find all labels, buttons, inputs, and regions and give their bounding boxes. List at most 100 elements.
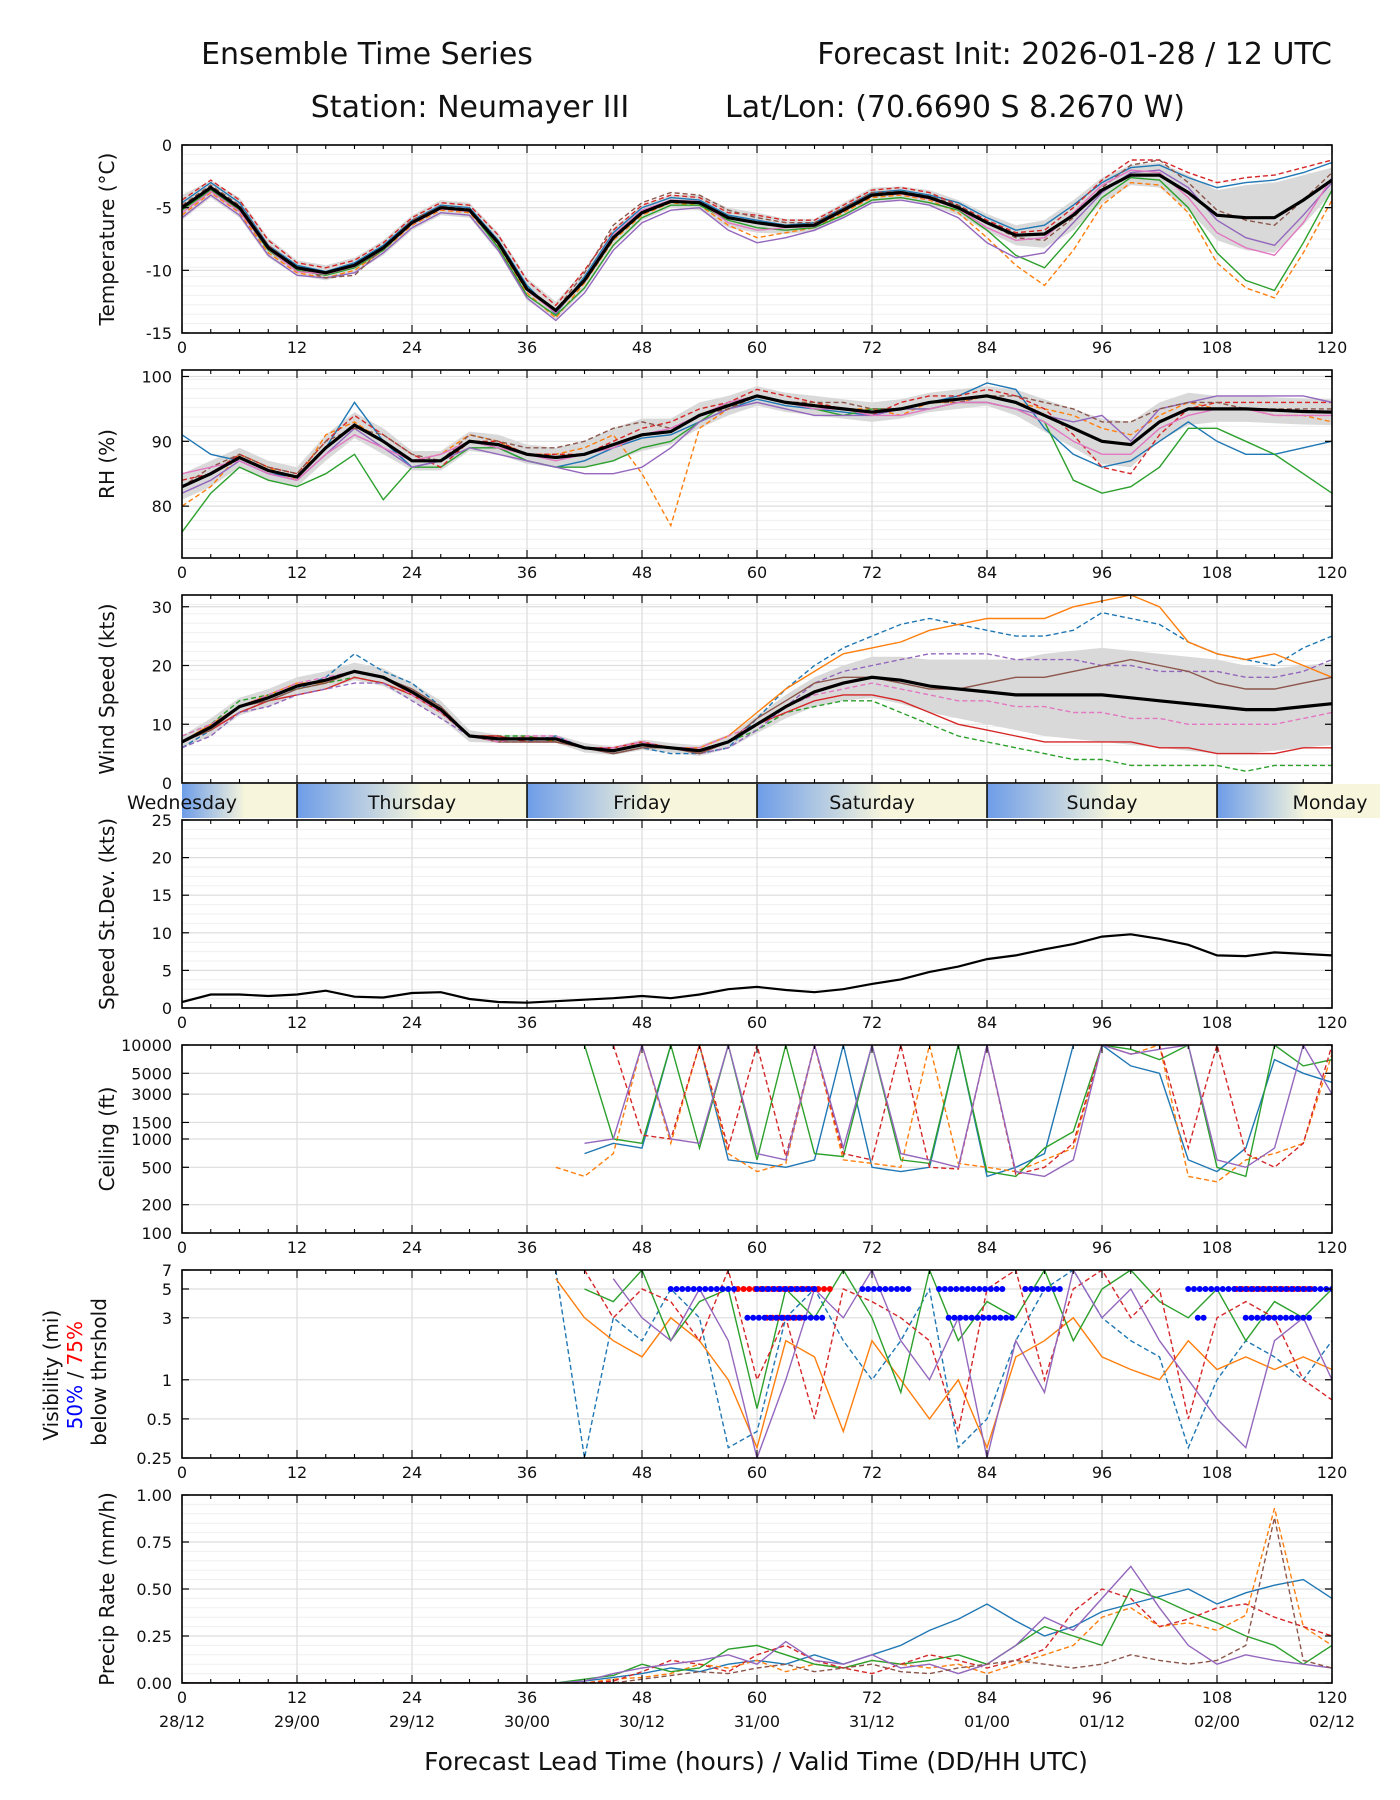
p50-threshold-dot <box>1225 1285 1232 1292</box>
x-tick-label: 12 <box>287 1013 307 1032</box>
station-name: Station: Neumayer III <box>311 90 629 125</box>
p50-threshold-dot <box>1300 1314 1307 1321</box>
y-tick-label: 5000 <box>131 1064 172 1083</box>
p50-threshold-dot <box>778 1314 785 1321</box>
valid-time-label: 29/12 <box>389 1712 435 1731</box>
plot-area-precip <box>182 1508 1332 1683</box>
x-tick-label: 48 <box>632 1463 652 1482</box>
x-tick-label: 96 <box>1092 1463 1112 1482</box>
p50-threshold-dot <box>964 1285 971 1292</box>
p50-threshold-dot <box>991 1314 998 1321</box>
p50-threshold-dot <box>888 1285 895 1292</box>
p50-threshold-dot <box>1191 1285 1197 1292</box>
p50-threshold-dot <box>1306 1314 1312 1321</box>
p50-threshold-dot <box>936 1285 943 1292</box>
p50-threshold-dot <box>819 1314 826 1321</box>
p50-threshold-dot <box>1260 1314 1266 1321</box>
x-tick-label: 24 <box>402 563 422 582</box>
p50-threshold-dot <box>870 1285 877 1292</box>
p75-threshold-dot <box>826 1285 833 1292</box>
x-tick-label: 0 <box>177 1688 187 1707</box>
member-line <box>182 611 1332 755</box>
weekday-label: Friday <box>613 792 671 814</box>
p50-threshold-dot <box>1288 1314 1295 1321</box>
x-tick-label: 24 <box>402 1013 422 1032</box>
p50-threshold-dot <box>773 1314 780 1321</box>
member-line <box>555 1270 1332 1458</box>
p50-threshold-dot <box>667 1285 674 1292</box>
p50-threshold-dot <box>1294 1285 1301 1292</box>
p50-threshold-dot <box>1283 1314 1289 1321</box>
x-tick-label: 120 <box>1317 1463 1348 1482</box>
p50-threshold-dot <box>1265 1285 1272 1292</box>
y-tick-label: 200 <box>141 1196 172 1215</box>
x-tick-label: 24 <box>402 338 422 357</box>
weekday-label: Sunday <box>1066 792 1137 814</box>
member-line <box>182 676 1332 773</box>
x-tick-label: 12 <box>287 563 307 582</box>
y-tick-label: 90 <box>152 432 172 451</box>
p50-threshold-dot <box>999 1285 1006 1292</box>
y-tick-label: 0 <box>162 136 172 155</box>
panel-precip: 1.00 0.75 0.50 0.25 0.00 0 12 24 36 48 60 72 84 96 108… <box>95 1486 1355 1731</box>
p50-threshold-dot <box>1306 1285 1312 1292</box>
y-tick-label: 3 <box>162 1309 172 1328</box>
p50-threshold-dot <box>1200 1314 1207 1321</box>
visibility-p50-label: 50% <box>63 1385 87 1429</box>
plot-area-temperature <box>182 159 1332 322</box>
p50-threshold-dot <box>784 1314 791 1321</box>
x-tick-label: 0 <box>177 338 187 357</box>
p50-threshold-dot <box>765 1285 772 1292</box>
x-tick-label: 0 <box>177 1238 187 1257</box>
x-tick-label: 72 <box>862 1463 882 1482</box>
x-tick-label: 84 <box>977 1688 997 1707</box>
x-tick-label: 36 <box>517 338 537 357</box>
p50-threshold-dot <box>1008 1314 1015 1321</box>
p50-threshold-dot <box>1271 1285 1278 1292</box>
p50-threshold-dot <box>899 1285 906 1292</box>
p50-threshold-dot <box>782 1285 789 1292</box>
p50-threshold-dot <box>777 1285 783 1292</box>
p50-threshold-dot <box>1242 1285 1249 1292</box>
plot-area-visibility <box>555 1270 1332 1458</box>
y-tick-label: 0.5 <box>147 1410 172 1429</box>
y-tick-label: 10000 <box>121 1036 172 1055</box>
p50-threshold-dot <box>1194 1314 1201 1321</box>
member-line <box>584 1045 1332 1178</box>
panel-visibility: 75 3 1 0.5 0.25 0 12 24 36 48 60 72 84 96 108 120 <box>136 1261 1347 1482</box>
valid-time-label: 02/12 <box>1309 1712 1355 1731</box>
x-tick-label: 36 <box>517 563 537 582</box>
p50-threshold-dot <box>1248 1285 1255 1292</box>
panel-wind_speed: 30 20 10 0 Wind Speed (kts) <box>95 594 1333 793</box>
x-tick-label: 48 <box>632 1013 652 1032</box>
p50-threshold-dot <box>1219 1285 1226 1292</box>
member-line <box>182 159 1332 307</box>
p50-threshold-dot <box>970 1285 977 1292</box>
y-tick-label: 100 <box>141 1224 172 1243</box>
member-line <box>182 388 1332 481</box>
p50-threshold-dot <box>987 1285 994 1292</box>
panel-speed_stdev: 25 20 15 10 5 00 12 24 36 48 60 72 84 96 108 120 Speed S… <box>95 811 1347 1032</box>
p50-threshold-dot <box>796 1314 803 1321</box>
x-tick-label: 60 <box>747 338 767 357</box>
p50-threshold-dot <box>1214 1285 1220 1292</box>
p50-threshold-dot <box>805 1285 812 1292</box>
x-tick-label: 60 <box>747 563 767 582</box>
weekday-label: Monday <box>1292 792 1367 814</box>
y-tick-label: 100 <box>141 367 172 386</box>
x-tick-label: 12 <box>287 1238 307 1257</box>
y-tick-label: 1000 <box>131 1130 172 1149</box>
p50-threshold-dot <box>1288 1285 1295 1292</box>
weekday-cell <box>527 784 757 818</box>
x-tick-label: 36 <box>517 1013 537 1032</box>
y-tick-label: -5 <box>156 199 172 218</box>
p50-threshold-dot <box>962 1314 969 1321</box>
p50-threshold-dot <box>673 1285 680 1292</box>
member-line <box>612 1270 1332 1458</box>
x-tick-label: 96 <box>1092 1238 1112 1257</box>
member-line <box>182 1588 1332 1683</box>
x-tick-label: 96 <box>1092 1688 1112 1707</box>
member-line <box>584 1270 1332 1409</box>
p50-threshold-dot <box>993 1285 1000 1292</box>
p50-threshold-dot <box>1254 1285 1261 1292</box>
